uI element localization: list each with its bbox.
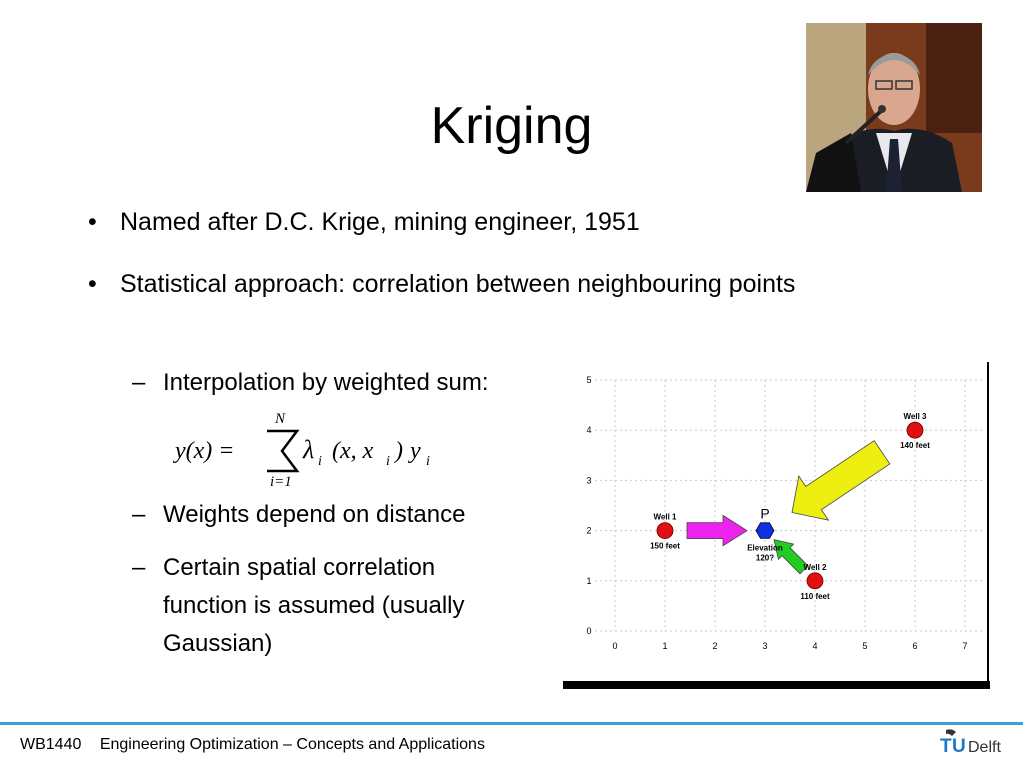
formula-sum-lower: i=1 [270,474,292,490]
well-value: 140 feet [900,441,930,450]
sub-bullet-text: Weights depend on distance [163,501,466,528]
target-point [755,522,775,539]
formula-lhs: y(x) = [173,438,234,464]
x-tick-label: 2 [712,641,717,651]
svg-text:Delft: Delft [968,739,1001,756]
y-tick-label: 3 [586,475,591,485]
y-tick-label: 1 [586,576,591,586]
bullet-text: Statistical approach: correlation betwee… [120,270,796,298]
weighted-sum-formula: y(x) = N i=1 λ i (x, x i ) y i [173,411,430,490]
kriging-chart: 0 1 2 3 4 5 6 7 0 1 2 3 4 5 Well 1 150 feet Well 2 110 fe… [563,362,990,689]
weight-arrow [791,440,891,521]
chart-bottom-border [563,681,990,689]
bullet-dot-icon: • [88,270,97,298]
well-point [906,421,924,439]
well-value: 110 feet [800,592,830,601]
well-value: 150 feet [650,542,680,551]
sigma-icon [267,429,300,473]
footer-course-title: Engineering Optimization – Concepts and … [99,736,485,753]
x-tick-label: 6 [912,641,917,651]
footer: WB1440 Engineering Optimization – Concep… [20,736,499,754]
footer-divider [0,722,1023,725]
target-value: 120? [756,554,774,563]
svg-text:U: U [952,736,966,757]
well-label: Well 2 [804,563,828,572]
well-label: Well 3 [904,412,928,421]
bullet-dot-icon: • [88,208,97,236]
formula-y: y [408,438,421,464]
well-point [806,572,824,590]
chart-background [563,362,990,689]
weight-arrow [686,514,748,547]
target-value-label: Elevation [747,544,783,553]
y-tick-label: 4 [586,425,591,435]
weight-arrow [773,539,809,575]
x-tick-label: 5 [862,641,867,651]
target-label: P [760,506,769,522]
formula-close: ) [393,438,403,464]
slide-title: Kriging [430,97,593,155]
x-tick-label: 7 [962,641,967,651]
y-tick-label: 0 [586,626,591,636]
formula-x-index: i [386,454,390,469]
formula-lambda-index: i [318,454,322,469]
x-tick-label: 1 [662,641,667,651]
formula-lambda: λ [302,435,314,464]
x-tick-label: 0 [612,641,617,651]
dash-icon: – [132,554,146,581]
y-tick-label: 2 [586,526,591,536]
dash-icon: – [132,501,146,528]
sub-bullet-text: Certain spatial correlation function is … [163,554,465,657]
sub-bullet-text: Interpolation by weighted sum: [163,369,489,396]
y-tick-label: 5 [586,375,591,385]
well-label: Well 1 [654,513,678,522]
well-point [656,522,674,540]
svg-text:T: T [940,736,952,757]
tudelft-logo: T U Delft [940,729,1001,757]
formula-sum-upper: N [274,411,286,427]
flame-icon [946,729,956,736]
x-tick-label: 4 [812,641,817,651]
formula-args: (x, x [332,438,374,464]
formula-y-index: i [426,454,430,469]
portrait-photo [806,23,982,192]
dash-icon: – [132,369,146,396]
x-tick-label: 3 [762,641,767,651]
bullet-text: Named after D.C. Krige, mining engineer,… [120,208,640,236]
footer-course-code: WB1440 [20,736,82,753]
